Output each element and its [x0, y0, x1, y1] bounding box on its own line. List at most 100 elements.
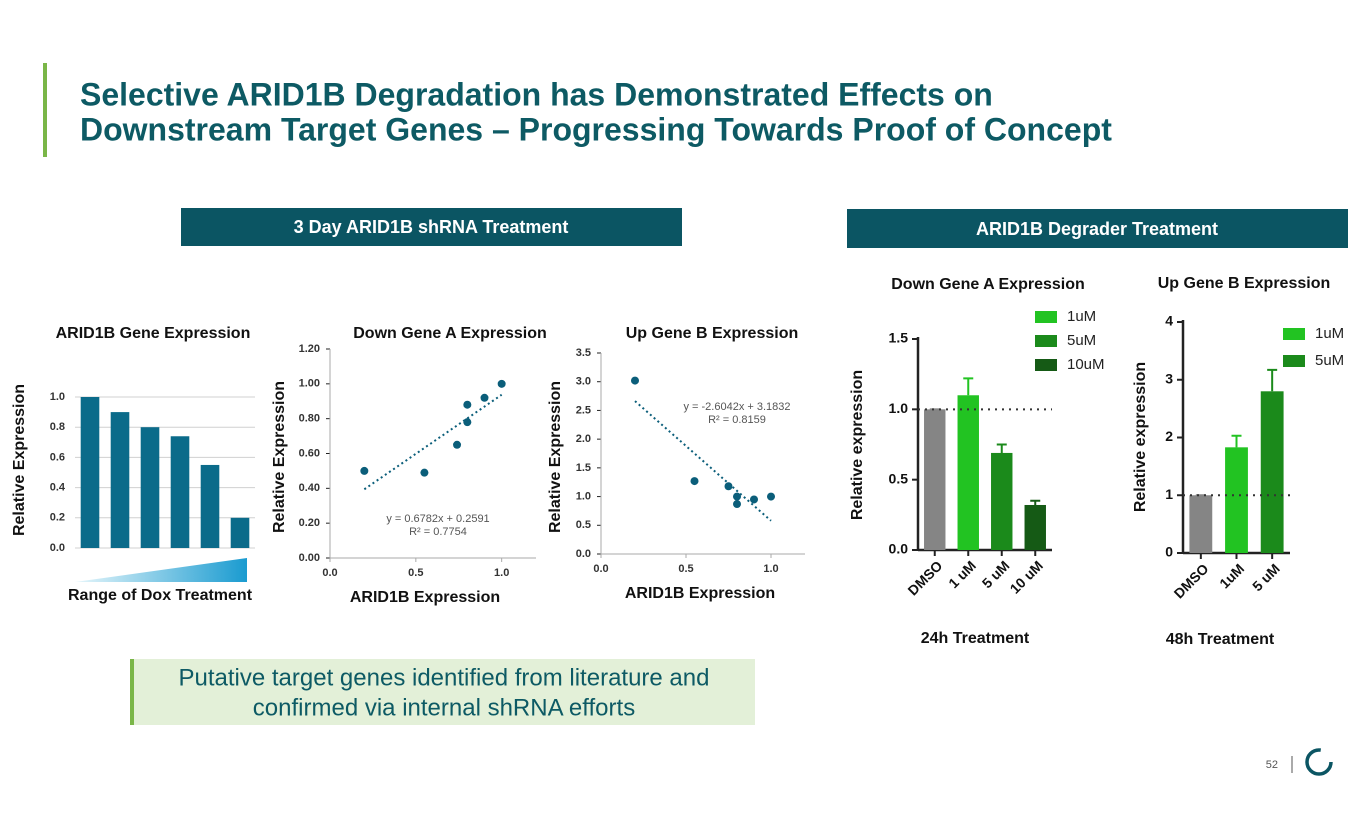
y-tick-label: 0.40 — [299, 482, 320, 494]
point — [750, 495, 758, 504]
legend-swatch — [1035, 359, 1057, 371]
x-axis-label: 48h Treatment — [1166, 631, 1275, 648]
annotation: y = -2.6042x + 3.1832 — [683, 401, 790, 413]
banner-text: ARID1B Degrader Treatment — [976, 219, 1218, 239]
bar — [1225, 447, 1248, 553]
point — [453, 440, 462, 449]
banner — [181, 208, 682, 246]
y-tick-label: 1.0 — [50, 391, 65, 403]
callout-box — [130, 659, 755, 725]
y-tick-label: 0.0 — [889, 541, 909, 557]
y-tick-label: 1.0 — [576, 490, 591, 502]
y-tick-label: 0.5 — [576, 519, 591, 531]
callout-text: confirmed via internal shRNA efforts — [253, 694, 635, 721]
y-tick-label: 3 — [1165, 370, 1173, 386]
banner — [847, 209, 1348, 248]
trendline — [634, 400, 772, 522]
y-tick-label: 3.0 — [576, 376, 591, 388]
y-tick-label: 4 — [1165, 313, 1173, 329]
y-axis-label: Relative Expression — [547, 381, 564, 533]
y-axis-label: Relative expression — [1132, 362, 1149, 512]
bar — [140, 427, 160, 548]
bar — [200, 464, 220, 548]
trendline — [363, 393, 503, 491]
x-tick-label: 0.5 — [408, 567, 423, 579]
y-tick-label: 0.6 — [50, 451, 65, 463]
x-tick-label: 1.0 — [763, 563, 778, 575]
x-tick-label: 5 uM — [1249, 560, 1283, 594]
point — [480, 393, 489, 402]
error-bar — [1030, 499, 1041, 505]
annotation: R² = 0.8159 — [708, 414, 766, 426]
bar — [230, 517, 250, 548]
x-tick-label: 1 uM — [945, 557, 979, 591]
error-bar — [1267, 368, 1278, 392]
y-tick-label: 0.60 — [299, 447, 320, 459]
point — [724, 482, 733, 491]
y-tick-label: 0.20 — [299, 517, 320, 529]
y-tick-label: 1.5 — [889, 330, 909, 346]
bar — [991, 452, 1013, 550]
x-tick-label: 10 uM — [1007, 557, 1046, 596]
y-tick-label: 0.0 — [576, 548, 591, 560]
y-tick-label: 2.0 — [576, 433, 591, 445]
y-tick-label: 1.0 — [889, 400, 909, 416]
bar — [1024, 504, 1046, 550]
y-tick-label: 0.5 — [889, 470, 909, 486]
bar — [1260, 391, 1284, 553]
point — [420, 468, 429, 477]
y-axis-label: Relative Expression — [271, 381, 288, 533]
point — [767, 492, 775, 501]
y-tick-label: 0.80 — [299, 413, 320, 425]
error-bar — [1231, 434, 1242, 448]
y-axis-label: Relative Expression — [11, 384, 28, 536]
page-number: 52 — [1266, 759, 1278, 771]
title-line: Downstream Target Genes – Progressing To… — [80, 111, 1112, 147]
y-tick-label: 1.20 — [299, 343, 320, 355]
x-tick-label: 0.0 — [322, 567, 337, 579]
bar — [924, 409, 946, 550]
chart-title: ARID1B Gene Expression — [56, 325, 251, 342]
legend-label: 10uM — [1067, 356, 1105, 373]
legend-label: 5uM — [1067, 332, 1096, 349]
y-tick-label: 3.5 — [576, 347, 591, 359]
y-tick-label: 0.8 — [50, 421, 65, 433]
legend-swatch — [1283, 355, 1305, 367]
legend-swatch — [1035, 335, 1057, 347]
legend-swatch — [1035, 311, 1057, 323]
x-axis-label: Range of Dox Treatment — [68, 587, 253, 604]
y-tick-label: 0.4 — [50, 482, 66, 494]
chart-title: Up Gene B Expression — [626, 325, 799, 342]
x-tick-label: DMSO — [1171, 560, 1212, 601]
chart-title: Down Gene A Expression — [891, 276, 1085, 293]
point — [733, 500, 741, 509]
point — [631, 376, 639, 385]
x-axis-label: ARID1B Expression — [350, 589, 500, 606]
chart-title: Down Gene A Expression — [353, 325, 547, 342]
bar — [170, 436, 190, 548]
y-tick-label: 0.2 — [50, 512, 65, 524]
bar — [80, 397, 100, 548]
y-axis-label: Relative expression — [849, 370, 866, 520]
x-tick-label: 1uM — [1216, 560, 1247, 591]
banner-text: 3 Day ARID1B shRNA Treatment — [294, 217, 569, 237]
legend-label: 5uM — [1315, 352, 1344, 369]
x-tick-label: 1.0 — [494, 567, 509, 579]
x-tick-label: 0.5 — [678, 563, 693, 575]
callout-accent — [130, 659, 134, 725]
callout-text: Putative target genes identified from li… — [179, 664, 710, 691]
y-tick-label: 0.0 — [50, 542, 65, 554]
legend-swatch — [1283, 328, 1305, 340]
annotation: y = 0.6782x + 0.2591 — [386, 513, 489, 525]
accent-bar — [43, 63, 47, 157]
y-tick-label: 1 — [1165, 486, 1173, 502]
logo — [1305, 748, 1333, 776]
bar — [957, 395, 979, 550]
bar — [110, 412, 130, 548]
point — [497, 379, 506, 388]
x-axis-label: 24h Treatment — [921, 630, 1030, 647]
title-line: Selective ARID1B Degradation has Demonst… — [80, 76, 993, 112]
x-axis-label: ARID1B Expression — [625, 585, 775, 602]
point — [360, 466, 369, 475]
